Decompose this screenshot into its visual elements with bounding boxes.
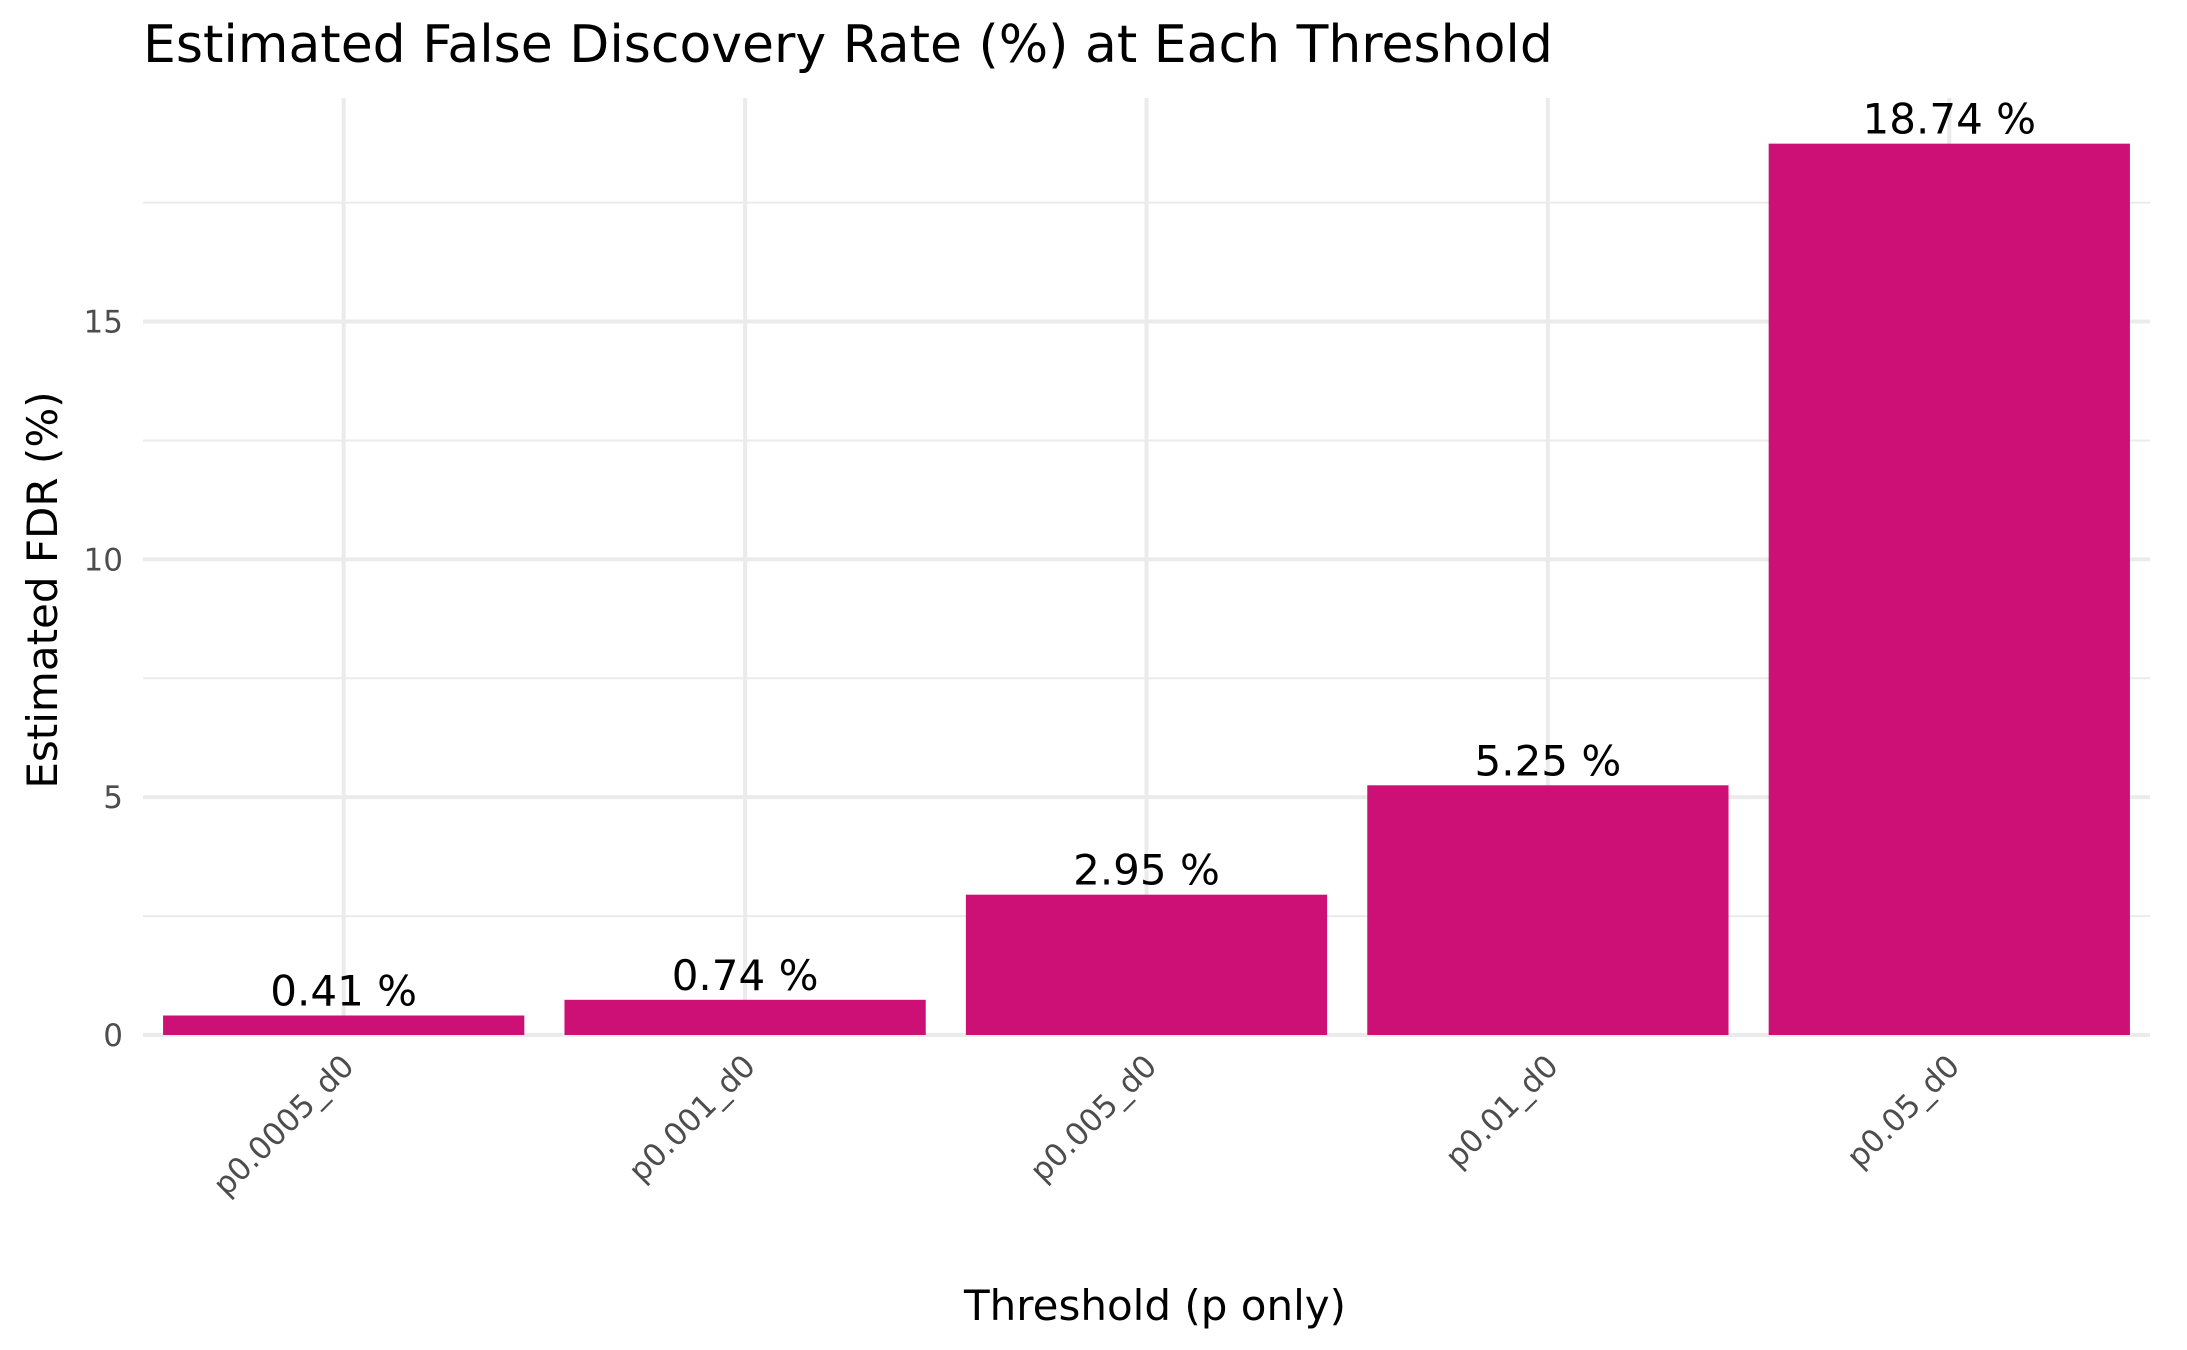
- bar-p0.05_d0: [1768, 143, 2130, 1036]
- bar-p0.005_d0: [965, 894, 1328, 1035]
- y-tick-label: 0: [103, 1018, 123, 1054]
- x-tick-label: p0.01_d0: [1439, 1048, 1566, 1175]
- x-tick-label: p0.005_d0: [1023, 1048, 1164, 1189]
- x-tick-label: p0.0005_d0: [206, 1048, 361, 1203]
- bars: [163, 143, 2130, 1036]
- data-label-p0.05_d0: 18.74 %: [1863, 95, 2037, 144]
- bar-p0.001_d0: [564, 999, 926, 1035]
- y-tick-label: 10: [84, 542, 123, 578]
- data-label-p0.001_d0: 0.74 %: [672, 951, 819, 1000]
- y-axis-ticks: 0 5 10 15: [84, 305, 123, 1054]
- y-tick-label: 5: [103, 780, 123, 816]
- data-labels: 0.41 % 0.74 % 2.95 % 5.25 % 18.74 %: [270, 95, 2036, 1016]
- chart-title: Estimated False Discovery Rate (%) at Ea…: [143, 15, 1553, 75]
- y-axis-title: Estimated FDR (%): [18, 391, 67, 788]
- x-axis-title: Threshold (p only): [963, 1281, 1346, 1330]
- x-axis-ticks: p0.0005_d0 p0.001_d0 p0.005_d0 p0.01_d0 p0.0…: [206, 1048, 1967, 1203]
- x-tick-label: p0.05_d0: [1840, 1048, 1967, 1175]
- data-label-p0.005_d0: 2.95 %: [1073, 846, 1220, 895]
- data-label-p0.01_d0: 5.25 %: [1475, 736, 1622, 785]
- data-label-p0.0005_d0: 0.41 %: [270, 966, 417, 1015]
- y-tick-label: 15: [84, 305, 123, 341]
- bar-p0.01_d0: [1367, 785, 1729, 1035]
- bar-p0.0005_d0: [163, 1015, 525, 1035]
- x-tick-label: p0.001_d0: [622, 1048, 763, 1189]
